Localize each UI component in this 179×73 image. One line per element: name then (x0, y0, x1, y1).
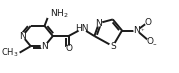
Circle shape (147, 39, 153, 44)
Circle shape (145, 19, 151, 25)
Text: O: O (65, 44, 72, 53)
Text: S: S (110, 42, 116, 51)
Circle shape (41, 43, 48, 49)
Text: HN: HN (76, 24, 89, 33)
Text: NH$_2$: NH$_2$ (50, 8, 69, 20)
Text: N: N (96, 19, 102, 28)
Text: $^{-}$: $^{-}$ (152, 43, 157, 48)
Text: CH$_3$: CH$_3$ (1, 46, 19, 59)
Text: N: N (19, 32, 26, 41)
Text: $^{+}$: $^{+}$ (140, 28, 145, 33)
Text: N: N (41, 42, 48, 51)
Text: O: O (146, 37, 153, 46)
Circle shape (134, 28, 140, 33)
Circle shape (79, 25, 86, 32)
Circle shape (45, 10, 53, 18)
Circle shape (96, 20, 102, 26)
Text: N: N (133, 26, 140, 35)
Circle shape (19, 33, 26, 39)
Text: O: O (144, 18, 151, 27)
Circle shape (110, 43, 116, 49)
Circle shape (66, 46, 71, 52)
